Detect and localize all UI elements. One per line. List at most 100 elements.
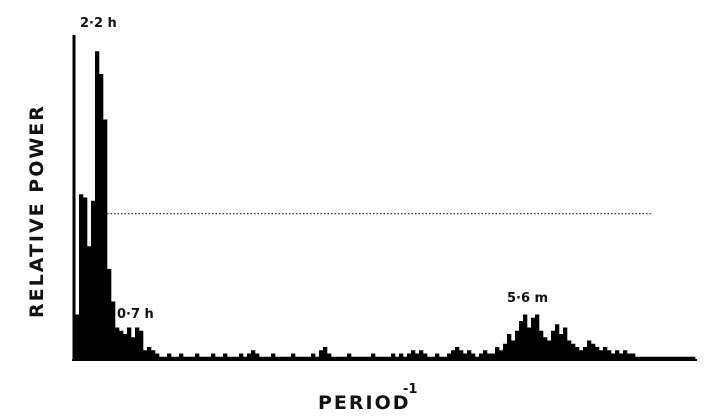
bar	[407, 353, 412, 360]
bar	[227, 356, 232, 360]
bar	[503, 343, 508, 360]
bar	[207, 356, 212, 360]
bar	[455, 347, 460, 360]
bar	[347, 353, 352, 360]
bar	[303, 356, 308, 360]
bar	[359, 356, 364, 360]
plot-area	[75, 51, 696, 360]
bar	[343, 356, 348, 360]
bar	[243, 356, 248, 360]
bar	[139, 330, 144, 360]
bar	[163, 356, 168, 360]
bar	[135, 327, 140, 360]
bar	[355, 356, 360, 360]
bar	[371, 353, 376, 360]
bar	[471, 353, 476, 360]
bar	[367, 356, 372, 360]
bar	[631, 353, 636, 360]
bar	[327, 353, 332, 360]
bar	[99, 74, 104, 360]
bar	[219, 356, 224, 360]
bar	[575, 347, 580, 360]
bar	[627, 353, 632, 360]
bar	[559, 334, 564, 360]
bar	[375, 356, 380, 360]
bar	[647, 356, 652, 360]
bar	[419, 350, 424, 360]
bar	[551, 330, 556, 360]
bar	[527, 327, 532, 360]
bar	[467, 350, 472, 360]
bar	[319, 350, 324, 360]
bar	[155, 353, 160, 360]
bar	[131, 337, 136, 360]
bar	[311, 353, 316, 360]
bar	[387, 356, 392, 360]
bar	[603, 347, 608, 360]
bar	[439, 356, 444, 360]
bar	[187, 356, 192, 360]
bar	[79, 194, 84, 360]
bar	[587, 340, 592, 360]
bar	[291, 353, 296, 360]
bar	[379, 356, 384, 360]
bar	[183, 356, 188, 360]
bar	[523, 314, 528, 360]
bar	[75, 314, 80, 360]
bar	[203, 356, 208, 360]
x-axis-label-exponent: -1	[403, 382, 417, 397]
bar	[363, 356, 368, 360]
bar	[491, 353, 496, 360]
bar	[659, 356, 664, 360]
bar	[475, 356, 480, 360]
bar	[235, 356, 240, 360]
bar	[583, 347, 588, 360]
bar	[415, 353, 420, 360]
bar	[123, 334, 128, 360]
bar	[675, 356, 680, 360]
bar	[175, 356, 180, 360]
bar	[159, 356, 164, 360]
bar	[515, 330, 520, 360]
bar	[635, 356, 640, 360]
bar	[411, 350, 416, 360]
bar	[271, 353, 276, 360]
bar	[223, 353, 228, 360]
bar	[683, 356, 688, 360]
bar	[127, 327, 132, 360]
bar	[299, 356, 304, 360]
bar	[239, 353, 244, 360]
bar	[667, 356, 672, 360]
bar	[391, 353, 396, 360]
bar	[119, 330, 124, 360]
bar	[103, 119, 108, 360]
bar	[171, 356, 176, 360]
bar	[231, 356, 236, 360]
annotation: 5·6 m	[507, 291, 548, 306]
bar	[263, 356, 268, 360]
bar	[479, 353, 484, 360]
bar	[427, 356, 432, 360]
bar	[671, 356, 676, 360]
bar	[547, 340, 552, 360]
bar	[307, 356, 312, 360]
bar	[195, 353, 200, 360]
bar	[623, 350, 628, 360]
bar	[283, 356, 288, 360]
bar	[595, 347, 600, 360]
bar	[167, 353, 172, 360]
bar	[211, 353, 216, 360]
bar	[679, 356, 684, 360]
bar	[607, 350, 612, 360]
bar	[487, 353, 492, 360]
bar	[143, 350, 148, 360]
bar	[151, 350, 156, 360]
bar	[519, 321, 524, 360]
bar	[251, 350, 256, 360]
bar	[639, 356, 644, 360]
bar	[87, 246, 92, 360]
bar	[315, 356, 320, 360]
x-axis-label: PERIOD	[318, 392, 411, 414]
bar	[591, 343, 596, 360]
bar	[403, 356, 408, 360]
